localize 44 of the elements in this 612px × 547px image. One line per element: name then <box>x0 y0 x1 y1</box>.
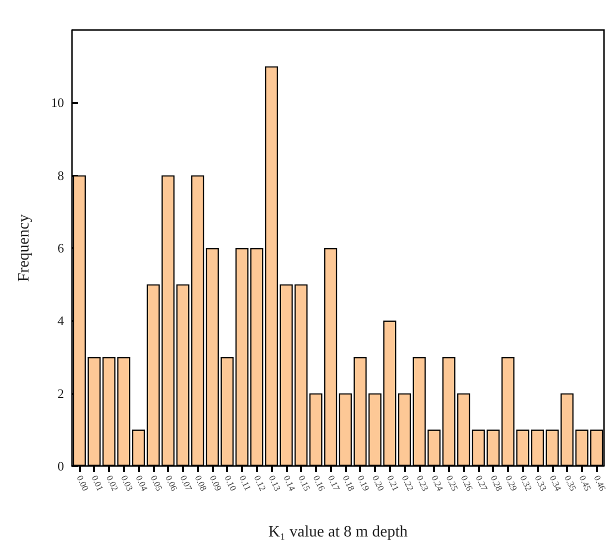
x-tick-label: 0.04 <box>134 474 150 493</box>
x-tick-label: 0.13 <box>266 474 283 493</box>
x-tick-label: 0.23 <box>414 474 431 493</box>
x-tick-label: 0.18 <box>340 474 357 493</box>
x-tick-label: 0.29 <box>503 474 520 493</box>
x-tick-label: 0.21 <box>385 474 401 492</box>
x-tick-label: 0.11 <box>237 474 253 492</box>
y-axis-title: Frequency <box>16 214 32 282</box>
x-tick-label: 0.25 <box>444 474 460 493</box>
x-tick-label: 0.12 <box>252 474 268 492</box>
x-tick-label: 0.32 <box>518 474 534 492</box>
y-tick-label: 10 <box>51 95 64 110</box>
x-tick-label: 0.45 <box>577 474 594 493</box>
y-tick-label: 8 <box>58 168 64 183</box>
x-tick-label: 0.35 <box>562 474 578 493</box>
x-tick-label: 0.01 <box>90 474 106 492</box>
x-tick-label: 0.46 <box>592 474 608 493</box>
x-tick-label: 0.28 <box>488 474 505 493</box>
x-tick-label: 0.05 <box>148 474 165 493</box>
x-axis-title: K₁ value at 8 m depth <box>268 524 408 540</box>
x-tick-label: 0.20 <box>370 474 386 493</box>
x-tick-label: 0.08 <box>193 474 210 493</box>
x-tick-label: 0.06 <box>164 474 180 493</box>
x-tick-label: 0.27 <box>474 474 490 493</box>
x-tick-label: 0.10 <box>222 474 239 493</box>
x-tick-label: 0.09 <box>208 474 224 493</box>
y-tick-label: 6 <box>58 240 64 256</box>
x-tick-label: 0.07 <box>178 474 194 493</box>
x-tick-label: 0.14 <box>282 474 298 493</box>
y-tick-label: 0 <box>58 458 64 474</box>
x-tick-label: 0.34 <box>548 474 564 493</box>
x-tick-label: 0.17 <box>326 474 342 493</box>
x-tick-label: 0.22 <box>400 474 416 492</box>
x-tick-label: 0.02 <box>104 474 120 492</box>
x-tick-label: 0.16 <box>311 474 328 493</box>
x-tick-label: 0.15 <box>296 474 312 493</box>
x-tick-label: 0.26 <box>459 474 476 493</box>
x-tick-label: 0.03 <box>119 474 136 493</box>
x-tick-label: 0.24 <box>430 474 446 493</box>
x-tick-label: 0.00 <box>74 474 91 493</box>
x-tick-label: 0.33 <box>532 474 549 493</box>
y-tick-label: 4 <box>58 313 64 328</box>
y-tick-label: 2 <box>58 386 64 401</box>
x-tick-label: 0.19 <box>356 474 372 493</box>
